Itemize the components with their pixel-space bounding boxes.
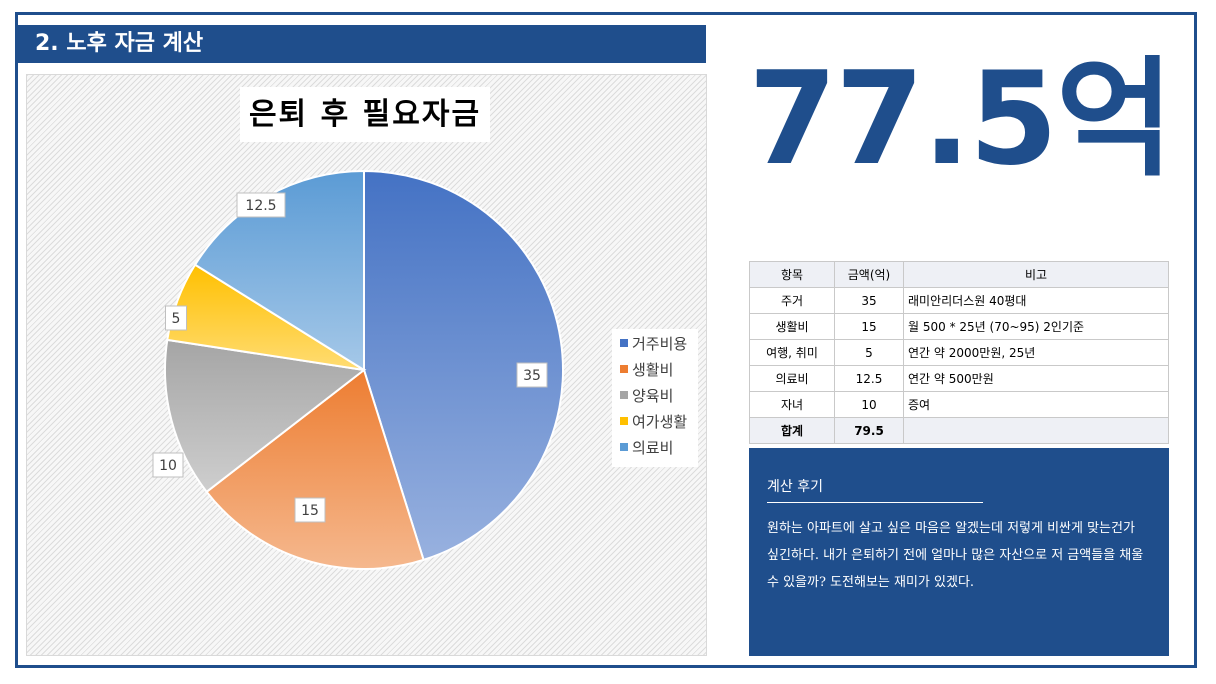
data-label-1: 35: [516, 362, 548, 388]
cell-note: 증여: [903, 391, 1169, 418]
svg-text:양육비: 양육비: [632, 387, 673, 405]
legend-item: 여가생활: [620, 413, 687, 431]
total-amount: 77.5억: [748, 45, 1174, 194]
total-note: [903, 417, 1169, 444]
cell-item: 의료비: [749, 365, 835, 392]
cell-amount: 12.5: [834, 365, 904, 392]
cell-amount: 35: [834, 287, 904, 314]
cost-table: 항목 금액(억) 비고 주거 35 래미안리더스원 40평대 생활비 15 월 …: [749, 261, 1169, 444]
header-note: 비고: [903, 261, 1169, 288]
total-label: 합계: [749, 417, 835, 444]
data-label-3: 10: [152, 452, 184, 478]
cell-amount: 5: [834, 339, 904, 366]
svg-text:12.5: 12.5: [245, 198, 276, 214]
svg-text:의료비: 의료비: [632, 439, 673, 457]
header-amount: 금액(억): [834, 261, 904, 288]
cell-item: 여행, 취미: [749, 339, 835, 366]
review-title: 계산 후기: [767, 476, 983, 503]
cell-note: 연간 약 2000만원, 25년: [903, 339, 1169, 366]
cell-item: 자녀: [749, 391, 835, 418]
section-title: 2. 노후 자금 계산: [17, 25, 706, 63]
svg-text:10: 10: [159, 458, 177, 474]
chart-title: 은퇴 후 필요자금: [240, 87, 490, 142]
data-label-4: 5: [165, 305, 187, 331]
legend-item: 양육비: [620, 387, 673, 405]
review-box: 계산 후기 원하는 아파트에 살고 싶은 마음은 알겠는데 저렇게 비싼게 맞는…: [749, 448, 1169, 656]
svg-text:35: 35: [523, 368, 541, 384]
table-header-row: 항목 금액(억) 비고: [749, 261, 1169, 288]
cell-note: 월 500 * 25년 (70~95) 2인기준: [903, 313, 1169, 340]
legend-item: 생활비: [620, 361, 673, 379]
pie-slice-1: [363, 169, 564, 562]
legend-item: 의료비: [620, 439, 673, 457]
cell-note: 래미안리더스원 40평대: [903, 287, 1169, 314]
svg-text:5: 5: [172, 311, 181, 327]
svg-text:생활비: 생활비: [632, 361, 673, 379]
table-row: 의료비 12.5 연간 약 500만원: [749, 365, 1169, 392]
table-row: 여행, 취미 5 연간 약 2000만원, 25년: [749, 339, 1169, 366]
svg-text:여가생활: 여가생활: [632, 413, 687, 431]
cell-amount: 15: [834, 313, 904, 340]
review-body: 원하는 아파트에 살고 싶은 마음은 알겠는데 저렇게 비싼게 맞는건가 싶긴하…: [767, 521, 1144, 590]
data-label-5: 12.5: [236, 192, 286, 218]
header-item: 항목: [749, 261, 835, 288]
table-total-row: 합계 79.5: [749, 417, 1169, 444]
cell-item: 생활비: [749, 313, 835, 340]
svg-text:거주비용: 거주비용: [632, 335, 687, 353]
table-row: 주거 35 래미안리더스원 40평대: [749, 287, 1169, 314]
slide-frame: [15, 12, 1197, 668]
table-row: 생활비 15 월 500 * 25년 (70~95) 2인기준: [749, 313, 1169, 340]
cell-note: 연간 약 500만원: [903, 365, 1169, 392]
total-amount-cell: 79.5: [834, 417, 904, 444]
pie-slice-3: [164, 338, 367, 494]
cell-amount: 10: [834, 391, 904, 418]
cell-item: 주거: [749, 287, 835, 314]
pie-slice-2: [205, 368, 425, 570]
legend-item: 거주비용: [620, 335, 687, 353]
data-label-2: 15: [294, 497, 326, 523]
svg-text:15: 15: [301, 503, 319, 519]
table-row: 자녀 10 증여: [749, 391, 1169, 418]
